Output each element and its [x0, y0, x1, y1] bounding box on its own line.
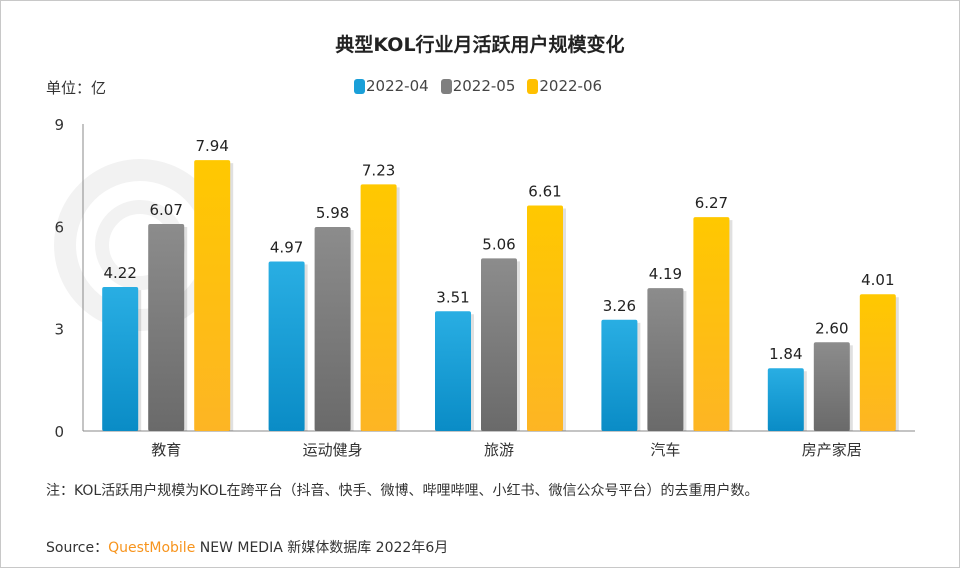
y-tick-label: 9 — [54, 116, 64, 134]
data-label: 6.07 — [149, 201, 182, 219]
source-line: Source：QuestMobile NEW MEDIA 新媒体数据库 2022… — [46, 537, 448, 557]
data-label: 7.23 — [362, 161, 395, 179]
bar-2022-04 — [601, 319, 638, 431]
legend-item: 2022-04 — [354, 77, 429, 95]
bar-2022-05 — [148, 223, 185, 431]
data-label: 2.60 — [815, 319, 848, 337]
data-label: 4.97 — [270, 238, 303, 256]
bar-2022-05 — [813, 342, 850, 431]
legend-swatch — [354, 78, 365, 94]
legend-swatch — [527, 78, 539, 94]
x-tick-label: 运动健身 — [303, 441, 363, 459]
legend-label: 2022-04 — [366, 77, 429, 95]
bar-2022-06 — [194, 160, 231, 431]
data-label: 7.94 — [195, 137, 228, 155]
data-label: 6.27 — [695, 194, 728, 212]
footnote: 注：KOL活跃用户规模为KOL在跨平台（抖音、快手、微博、哔哩哔哩、小红书、微信… — [46, 483, 759, 499]
bar-2022-04 — [102, 287, 139, 431]
legend-swatch — [440, 78, 452, 94]
data-label: 1.84 — [769, 345, 802, 363]
bar-2022-06 — [527, 205, 563, 431]
data-label: 3.51 — [436, 288, 469, 306]
bar-2022-05 — [314, 227, 351, 431]
source-prefix: Source： — [46, 540, 109, 556]
y-tick-label: 6 — [54, 218, 64, 236]
x-tick-label: 旅游 — [484, 441, 514, 459]
y-tick-label: 0 — [54, 423, 64, 441]
legend-item: 2022-05 — [440, 77, 516, 95]
data-label: 5.06 — [482, 235, 515, 253]
data-label: 4.01 — [861, 271, 894, 289]
legend-label: 2022-05 — [452, 77, 516, 95]
x-tick-label: 教育 — [151, 441, 181, 459]
source-brand: QuestMobile — [108, 540, 196, 556]
source-rest: NEW MEDIA 新媒体数据库 2022年6月 — [195, 540, 449, 556]
bar-2022-04 — [767, 368, 804, 431]
bar-2022-06 — [360, 184, 397, 431]
bar-2022-05 — [481, 258, 517, 431]
legend: 2022-04 2022-05 2022-06 — [354, 77, 602, 95]
data-label: 4.19 — [649, 265, 682, 283]
bar-2022-04 — [435, 311, 471, 431]
bar-2022-04 — [268, 261, 305, 431]
unit-label: 单位：亿 — [46, 79, 107, 97]
chart-title: 典型KOL行业月活跃用户规模变化 — [335, 34, 625, 56]
x-tick-label: 汽车 — [650, 441, 680, 459]
bar-2022-06 — [693, 217, 730, 431]
legend-item: 2022-06 — [527, 77, 602, 95]
x-tick-label: 房产家居 — [802, 441, 862, 459]
data-label: 3.26 — [603, 297, 636, 315]
bar-2022-05 — [647, 288, 684, 431]
data-label: 5.98 — [316, 204, 349, 222]
data-label: 6.61 — [528, 183, 561, 201]
data-label: 4.22 — [103, 264, 136, 282]
y-tick-label: 3 — [54, 321, 64, 339]
bar-2022-06 — [859, 294, 896, 431]
legend-label: 2022-06 — [539, 77, 603, 95]
